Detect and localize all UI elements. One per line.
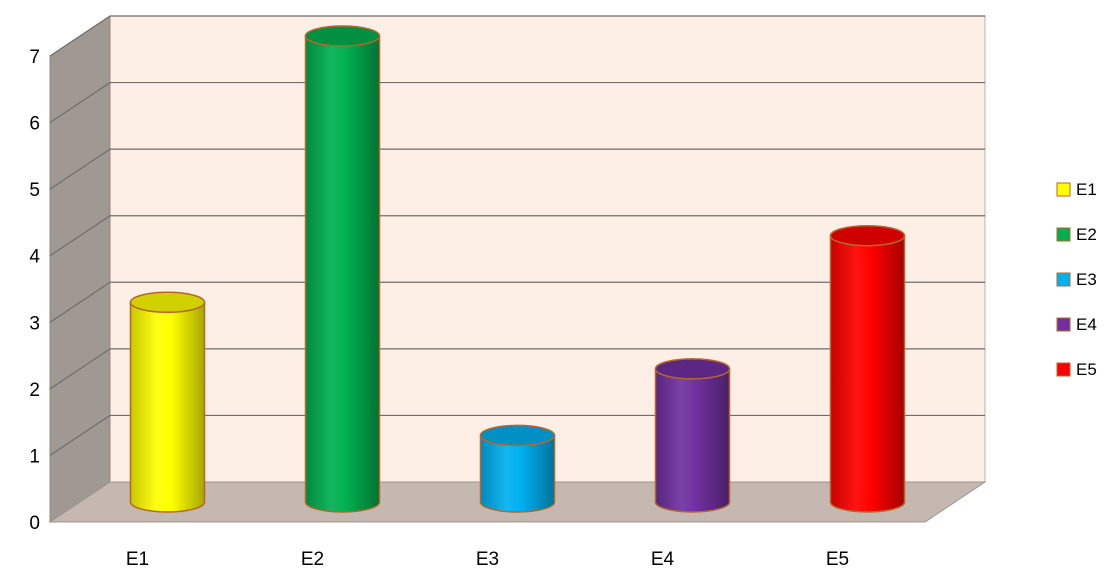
- x-tick-label: E1: [126, 549, 149, 570]
- legend-label-E1: E1: [1076, 180, 1097, 199]
- gridline-side: [49, 414, 111, 456]
- bar-top-E4: [654, 358, 731, 380]
- y-tick-label: 2: [29, 380, 40, 401]
- gridline-side: [49, 82, 111, 124]
- y-tick-label: 4: [29, 247, 40, 268]
- gridline-side: [49, 215, 111, 257]
- y-tick-label: 1: [29, 446, 40, 467]
- x-tick-label: E3: [476, 549, 499, 570]
- legend-label-E5: E5: [1076, 360, 1097, 379]
- bar-E3: [479, 434, 556, 513]
- legend-swatch-E3: [1056, 272, 1071, 287]
- y-tick-label: 3: [29, 313, 40, 334]
- legend-swatch-E5: [1056, 362, 1071, 377]
- legend-label-E4: E4: [1076, 315, 1097, 334]
- bar-E1: [129, 301, 206, 513]
- bar-top-E3: [479, 424, 556, 447]
- legend-label-E3: E3: [1076, 270, 1097, 289]
- y-tick-label: 0: [29, 513, 40, 534]
- side-wall: [49, 15, 111, 523]
- gridline-side: [49, 348, 111, 390]
- y-tick-label: 6: [29, 114, 40, 135]
- legend-swatch-E4: [1056, 317, 1071, 332]
- x-tick-label: E2: [301, 549, 324, 570]
- legend-label-E2: E2: [1076, 225, 1097, 244]
- legend-swatch-E2: [1056, 227, 1071, 242]
- gridline-side: [49, 148, 111, 190]
- bar-top-E5: [829, 224, 906, 247]
- bar-top-E2: [304, 25, 381, 47]
- bar-top-E1: [129, 291, 206, 314]
- bar-E4: [654, 368, 731, 513]
- gridline-side: [49, 15, 111, 57]
- y-tick-label: 5: [29, 180, 40, 201]
- y-tick-label: 7: [29, 47, 40, 68]
- x-tick-label: E4: [651, 549, 675, 570]
- bar-E5: [829, 234, 906, 513]
- legend-swatch-E1: [1056, 182, 1071, 197]
- gridline-side: [49, 281, 111, 323]
- bar-E2: [304, 35, 381, 513]
- x-tick-label: E5: [826, 549, 849, 570]
